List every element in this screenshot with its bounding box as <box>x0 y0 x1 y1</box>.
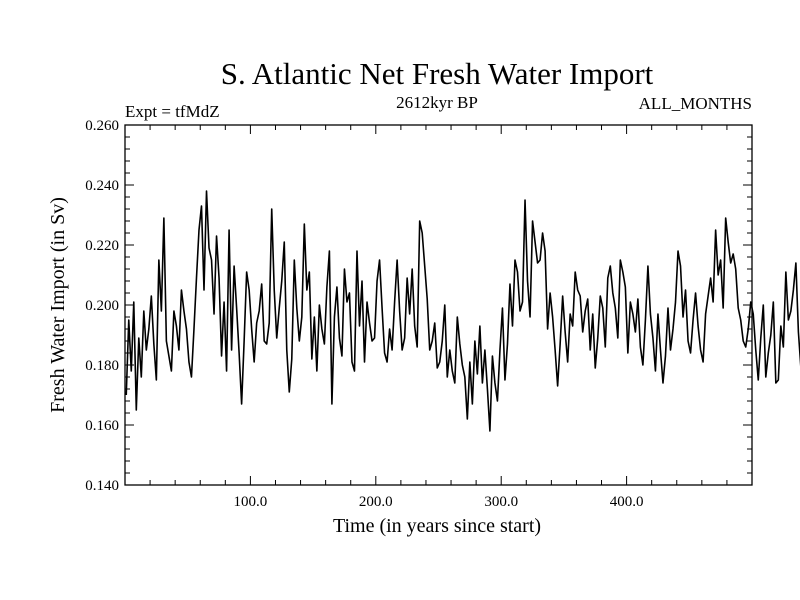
y-tick-label: 0.200 <box>85 298 119 314</box>
x-tick-label: 300.0 <box>484 494 518 510</box>
series-line <box>125 190 800 432</box>
x-axis-label: Time (in years since start) <box>333 515 541 537</box>
axis-tick-labels: 100.0 200.0 300.0 400.0 0.140 0.160 0.180 0.200… <box>85 118 643 510</box>
y-tick-label: 0.220 <box>85 238 119 254</box>
plot-frame <box>124 124 753 486</box>
y-tick-label: 0.160 <box>85 418 119 434</box>
x-tick-label: 200.0 <box>359 494 393 510</box>
y-tick-label: 0.180 <box>85 358 119 374</box>
y-tick-label: 0.260 <box>85 118 119 134</box>
subtitle-left: Expt = tfMdZ <box>125 102 220 121</box>
subtitle-center: 2612kyr BP <box>396 93 478 112</box>
x-tick-label: 400.0 <box>610 494 644 510</box>
chart-title: S. Atlantic Net Fresh Water Import <box>221 56 654 91</box>
axis-ticks <box>125 125 752 485</box>
y-axis-label: Fresh Water Import (in Sv) <box>47 197 69 413</box>
y-tick-label: 0.240 <box>85 178 119 194</box>
y-tick-label: 0.140 <box>85 478 119 494</box>
subtitle-right: ALL_MONTHS <box>639 94 752 113</box>
x-tick-label: 100.0 <box>234 494 268 510</box>
